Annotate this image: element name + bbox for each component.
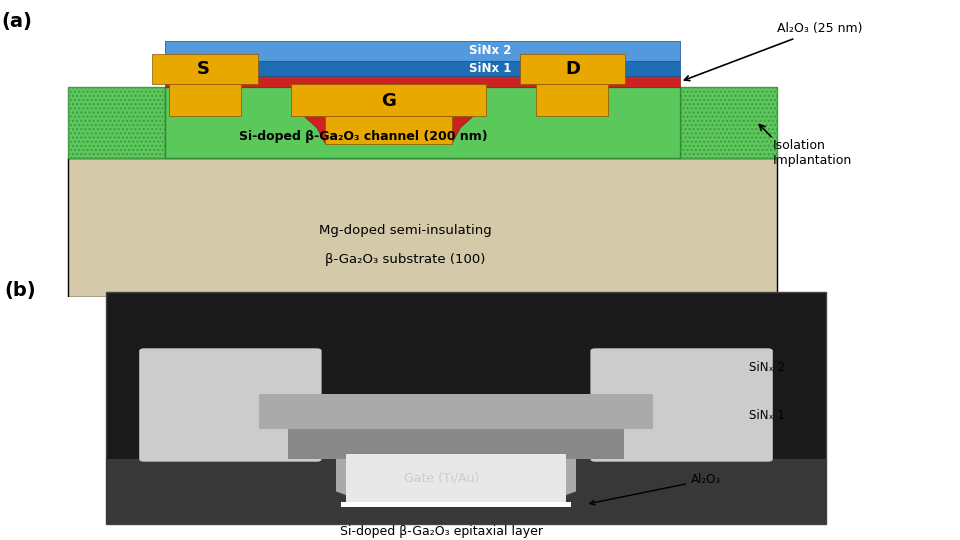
Bar: [152, 55, 257, 84]
Bar: [106, 459, 826, 524]
Text: G: G: [381, 92, 396, 111]
Text: Al₂O₃: Al₂O₃: [589, 473, 721, 505]
Bar: [346, 454, 566, 505]
Text: Si-doped β-Ga₂O₃ channel (200 nm): Si-doped β-Ga₂O₃ channel (200 nm): [239, 130, 488, 143]
Text: SiNx 1: SiNx 1: [468, 62, 511, 75]
Bar: [169, 84, 241, 116]
Text: Al₂O₃ (25 nm): Al₂O₃ (25 nm): [684, 22, 863, 80]
Text: SiNₓ 1: SiNₓ 1: [749, 409, 784, 422]
Bar: [325, 116, 452, 144]
Text: Si-doped β-Ga₂O₃ epitaxial layer: Si-doped β-Ga₂O₃ epitaxial layer: [340, 525, 543, 538]
Text: (a): (a): [2, 12, 33, 31]
FancyBboxPatch shape: [139, 348, 322, 462]
Bar: [165, 76, 680, 86]
Text: (b): (b): [5, 281, 36, 300]
Polygon shape: [304, 86, 473, 144]
Text: S: S: [196, 60, 209, 78]
Text: SiNx 2: SiNx 2: [468, 44, 511, 57]
Text: Mg-doped semi-insulating: Mg-doped semi-insulating: [319, 224, 492, 237]
Bar: [292, 84, 486, 116]
Bar: [519, 55, 625, 84]
Bar: [67, 86, 165, 158]
Bar: [67, 158, 778, 297]
Text: D: D: [565, 60, 580, 78]
Text: Isolation
Implantation: Isolation Implantation: [773, 139, 852, 167]
Bar: [165, 61, 680, 76]
Bar: [165, 41, 680, 61]
Bar: [341, 502, 571, 507]
Bar: [165, 86, 680, 158]
Text: Gate (Ti/Au): Gate (Ti/Au): [404, 471, 479, 484]
FancyBboxPatch shape: [590, 348, 773, 462]
Bar: [537, 84, 609, 116]
Bar: [680, 86, 778, 158]
Bar: [288, 429, 624, 459]
Bar: [106, 292, 826, 524]
Bar: [259, 394, 653, 429]
Text: β-Ga₂O₃ substrate (100): β-Ga₂O₃ substrate (100): [325, 253, 486, 266]
Text: SiNₓ 2: SiNₓ 2: [749, 361, 784, 374]
Polygon shape: [336, 459, 576, 502]
